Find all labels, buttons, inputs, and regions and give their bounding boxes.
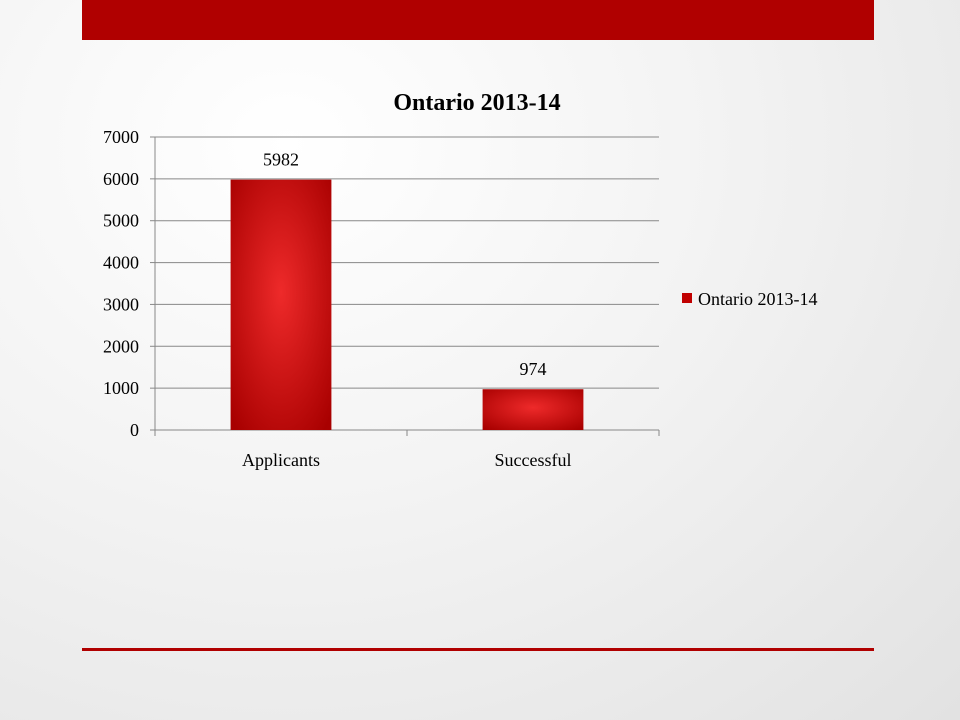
y-tick-label: 2000: [103, 336, 139, 356]
legend: Ontario 2013-14: [682, 289, 817, 309]
y-tick-label: 0: [130, 420, 139, 440]
y-tick-label: 3000: [103, 294, 139, 314]
legend-swatch: [682, 293, 692, 303]
top-accent-bar: [82, 0, 874, 40]
bottom-divider-line: [82, 648, 874, 651]
legend-label: Ontario 2013-14: [698, 289, 817, 309]
chart-title: Ontario 2013-14: [393, 90, 560, 116]
data-label: 5982: [263, 150, 299, 170]
x-category-label: Successful: [495, 450, 572, 470]
y-tick-label: 7000: [103, 127, 139, 147]
y-tick-label: 4000: [103, 253, 139, 273]
x-category-label: Applicants: [242, 450, 320, 470]
y-tick-label: 5000: [103, 211, 139, 231]
y-tick-label: 1000: [103, 378, 139, 398]
bar-successful: [482, 389, 584, 430]
bars: [230, 179, 584, 430]
bar-applicants: [230, 179, 332, 430]
y-tick-label: 6000: [103, 169, 139, 189]
labels: 0 1000 2000 3000 4000 5000 6000 7000 5982 Applica…: [103, 127, 571, 470]
data-label: 974: [520, 359, 547, 379]
